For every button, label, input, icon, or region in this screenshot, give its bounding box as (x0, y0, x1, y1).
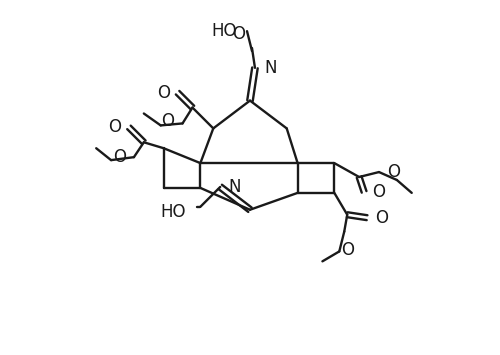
Text: HO: HO (212, 22, 237, 40)
Text: O: O (387, 163, 400, 181)
Text: O: O (232, 25, 245, 43)
Text: N: N (264, 59, 276, 77)
Text: O: O (340, 241, 353, 260)
Text: O: O (108, 119, 121, 136)
Text: O: O (375, 209, 388, 227)
Text: O: O (156, 84, 170, 102)
Text: O: O (162, 113, 174, 130)
Text: N: N (228, 178, 240, 196)
Text: HO: HO (160, 203, 186, 221)
Text: O: O (372, 183, 385, 201)
Text: O: O (113, 148, 126, 166)
